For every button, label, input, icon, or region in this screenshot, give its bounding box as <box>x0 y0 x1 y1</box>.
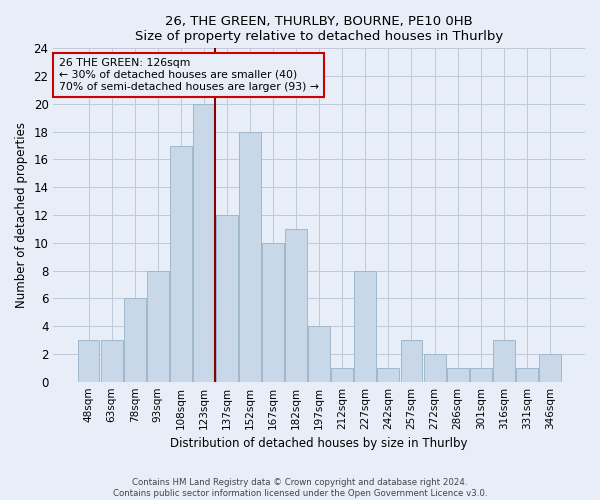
Text: 26 THE GREEN: 126sqm
← 30% of detached houses are smaller (40)
70% of semi-detac: 26 THE GREEN: 126sqm ← 30% of detached h… <box>59 58 319 92</box>
Bar <box>193 104 215 382</box>
Bar <box>285 229 307 382</box>
Bar <box>424 354 446 382</box>
Text: Contains HM Land Registry data © Crown copyright and database right 2024.
Contai: Contains HM Land Registry data © Crown c… <box>113 478 487 498</box>
Bar <box>331 368 353 382</box>
Bar <box>355 270 376 382</box>
Bar <box>216 215 238 382</box>
Y-axis label: Number of detached properties: Number of detached properties <box>15 122 28 308</box>
Title: 26, THE GREEN, THURLBY, BOURNE, PE10 0HB
Size of property relative to detached h: 26, THE GREEN, THURLBY, BOURNE, PE10 0HB… <box>135 15 503 43</box>
Bar <box>446 368 469 382</box>
Bar <box>262 243 284 382</box>
Bar <box>147 270 169 382</box>
X-axis label: Distribution of detached houses by size in Thurlby: Distribution of detached houses by size … <box>170 437 468 450</box>
Bar <box>77 340 100 382</box>
Bar <box>308 326 330 382</box>
Bar <box>516 368 538 382</box>
Bar <box>470 368 491 382</box>
Bar <box>539 354 561 382</box>
Bar <box>239 132 261 382</box>
Bar <box>401 340 422 382</box>
Bar <box>377 368 400 382</box>
Bar <box>101 340 122 382</box>
Bar <box>170 146 192 382</box>
Bar <box>493 340 515 382</box>
Bar <box>124 298 146 382</box>
